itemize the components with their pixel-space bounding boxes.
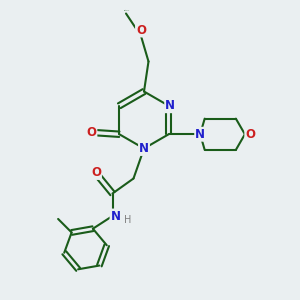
Text: O: O: [86, 126, 96, 139]
Text: N: N: [139, 142, 149, 155]
Text: O: O: [136, 23, 146, 37]
Text: N: N: [110, 209, 121, 223]
Text: H: H: [124, 214, 131, 225]
Text: O: O: [91, 166, 101, 179]
Text: O: O: [245, 128, 255, 141]
Text: methoxy: methoxy: [124, 9, 130, 11]
Text: N: N: [195, 128, 205, 141]
Text: N: N: [165, 99, 175, 112]
